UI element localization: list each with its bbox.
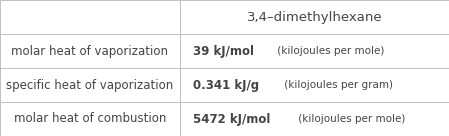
Text: 0.341 kJ/g: 0.341 kJ/g [193,78,259,92]
Text: 39 kJ/mol: 39 kJ/mol [193,44,254,58]
Text: (kilojoules per mole): (kilojoules per mole) [295,114,405,124]
Text: 3,4–dimethylhexane: 3,4–dimethylhexane [247,10,382,24]
Text: (kilojoules per gram): (kilojoules per gram) [281,80,392,90]
Text: (kilojoules per mole): (kilojoules per mole) [274,46,384,56]
Text: specific heat of vaporization: specific heat of vaporization [6,78,173,92]
Text: 5472 kJ/mol: 5472 kJ/mol [193,112,270,126]
Text: molar heat of combustion: molar heat of combustion [13,112,166,126]
Text: molar heat of vaporization: molar heat of vaporization [11,44,168,58]
